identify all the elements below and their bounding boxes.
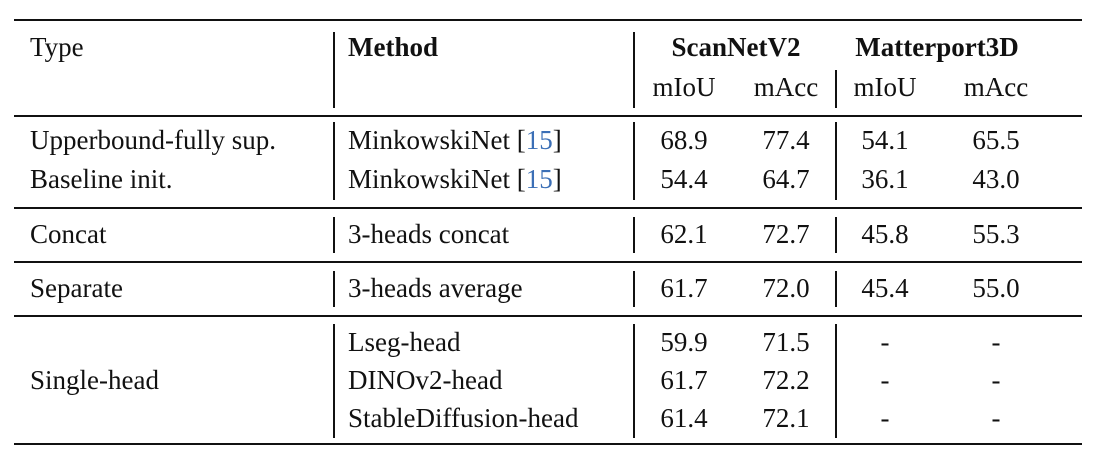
vline-dataset-g3	[835, 271, 837, 307]
vline-method-g4	[633, 324, 635, 438]
value-cell: 45.4	[861, 273, 909, 303]
value-cell: 64.7	[762, 164, 810, 194]
row-method: MinkowskiNet [15]	[348, 123, 562, 157]
value-cell: 65.5	[972, 125, 1020, 155]
vline-dataset-g1	[835, 122, 837, 200]
value-cell: 54.1	[861, 125, 909, 155]
vline-method-g1	[633, 122, 635, 200]
vline-method-header	[633, 32, 635, 108]
group-rule-1	[14, 207, 1082, 209]
row-type: Baseline init.	[30, 164, 173, 194]
row-type: Upperbound-fully sup.	[30, 125, 276, 155]
header-metric: mIoU	[853, 72, 917, 102]
value-cell: 55.0	[972, 273, 1020, 303]
row-method: MinkowskiNet [15]	[348, 162, 562, 196]
value-cell: -	[991, 365, 1001, 395]
row-method: DINOv2-head	[348, 365, 503, 395]
value-cell: -	[991, 327, 1001, 357]
citation-link[interactable]: 15	[525, 164, 553, 194]
vline-type-g2	[333, 217, 335, 253]
row-type: Concat	[30, 219, 107, 249]
vline-type-g3	[333, 271, 335, 307]
value-cell: 61.7	[660, 273, 708, 303]
header-scannet: ScanNetV2	[671, 32, 801, 62]
value-cell: 62.1	[660, 219, 708, 249]
value-cell: -	[880, 365, 890, 395]
vline-dataset-header	[835, 70, 837, 108]
row-type: Single-head	[30, 365, 159, 395]
header-metric: mAcc	[753, 72, 819, 102]
value-cell: 43.0	[972, 164, 1020, 194]
value-cell: -	[991, 403, 1001, 433]
row-type: Separate	[30, 273, 123, 303]
value-cell: 59.9	[660, 327, 708, 357]
row-method: 3-heads average	[348, 273, 523, 303]
value-cell: 45.8	[861, 219, 909, 249]
header-metric: mIoU	[652, 72, 716, 102]
vline-type-g4	[333, 324, 335, 438]
header-type: Type	[30, 32, 84, 62]
value-cell: 71.5	[762, 327, 810, 357]
value-cell: 54.4	[660, 164, 708, 194]
value-cell: 61.4	[660, 403, 708, 433]
row-method: 3-heads concat	[348, 219, 510, 249]
header-method: Method	[348, 32, 438, 62]
value-cell: 61.7	[660, 365, 708, 395]
header-rule	[14, 115, 1082, 117]
bracket-close: ]	[552, 164, 562, 194]
row-method: Lseg-head	[348, 327, 461, 357]
header-matterport: Matterport3D	[855, 32, 1019, 62]
value-cell: 55.3	[972, 219, 1020, 249]
vline-type-g1	[333, 122, 335, 200]
value-cell: -	[880, 403, 890, 433]
citation-link[interactable]: 15	[525, 125, 553, 155]
value-cell: 77.4	[762, 125, 810, 155]
bottom-rule	[14, 443, 1082, 445]
group-rule-3	[14, 315, 1082, 317]
value-cell: 68.9	[660, 125, 708, 155]
method-text: MinkowskiNet [	[348, 164, 526, 194]
value-cell: 72.7	[762, 219, 810, 249]
header-metric: mAcc	[963, 72, 1029, 102]
value-cell: 72.1	[762, 403, 810, 433]
value-cell: -	[880, 327, 890, 357]
vline-dataset-g4	[835, 324, 837, 438]
bracket-close: ]	[552, 125, 562, 155]
vline-dataset-g2	[835, 217, 837, 253]
vline-type-header	[333, 32, 335, 108]
vline-method-g3	[633, 271, 635, 307]
method-text: MinkowskiNet [	[348, 125, 526, 155]
vline-method-g2	[633, 217, 635, 253]
group-rule-2	[14, 261, 1082, 263]
value-cell: 72.2	[762, 365, 810, 395]
row-method: StableDiffusion-head	[348, 403, 579, 433]
value-cell: 72.0	[762, 273, 810, 303]
top-rule	[14, 19, 1082, 21]
value-cell: 36.1	[861, 164, 909, 194]
